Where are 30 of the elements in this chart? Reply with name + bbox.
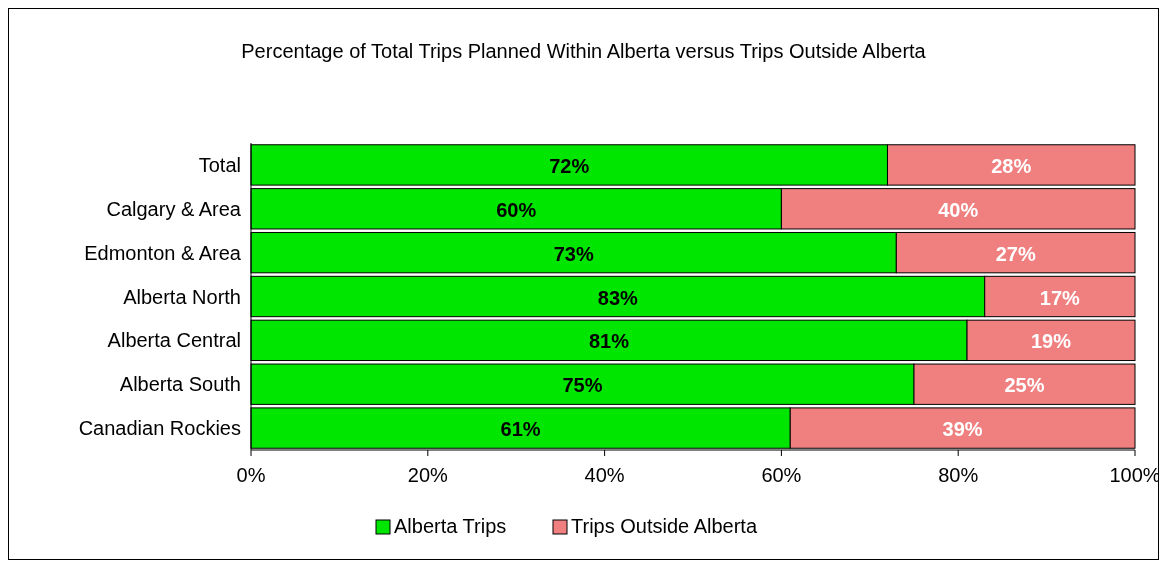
data-label: 28% bbox=[991, 154, 1032, 177]
y-tick-label: Edmonton & Area bbox=[84, 241, 242, 264]
data-label: 75% bbox=[562, 374, 603, 397]
data-label: 61% bbox=[500, 418, 541, 441]
data-label: 81% bbox=[589, 330, 630, 353]
y-tick-label: Alberta North bbox=[123, 285, 241, 308]
chart-title: Percentage of Total Trips Planned Within Alberta versus Trips Outside Alberta bbox=[241, 40, 927, 62]
x-tick-label: 100% bbox=[1109, 464, 1161, 486]
data-label: 19% bbox=[1031, 330, 1072, 353]
y-tick-label: Alberta Central bbox=[107, 329, 241, 352]
data-label: 27% bbox=[995, 242, 1036, 265]
data-label: 73% bbox=[553, 242, 594, 265]
data-label: 25% bbox=[1004, 374, 1045, 397]
data-label: 40% bbox=[938, 198, 979, 221]
data-label: 60% bbox=[496, 198, 537, 221]
x-tick-label: 80% bbox=[938, 464, 979, 486]
y-tick-label: Canadian Rockies bbox=[78, 417, 241, 440]
legend-label: Trips Outside Alberta bbox=[571, 515, 758, 537]
y-tick-label: Calgary & Area bbox=[106, 197, 242, 220]
data-label: 17% bbox=[1039, 286, 1081, 309]
x-tick-label: 40% bbox=[584, 464, 625, 486]
y-tick-label: Total bbox=[198, 153, 241, 176]
data-label: 83% bbox=[597, 286, 639, 309]
data-label: 39% bbox=[942, 418, 983, 441]
y-tick-label: Alberta South bbox=[119, 373, 241, 396]
x-tick-label: 0% bbox=[236, 464, 266, 486]
x-tick-label: 20% bbox=[407, 464, 449, 486]
x-tick-label: 60% bbox=[761, 464, 802, 486]
data-label: 72% bbox=[549, 154, 590, 177]
legend-label: Alberta Trips bbox=[394, 515, 507, 537]
